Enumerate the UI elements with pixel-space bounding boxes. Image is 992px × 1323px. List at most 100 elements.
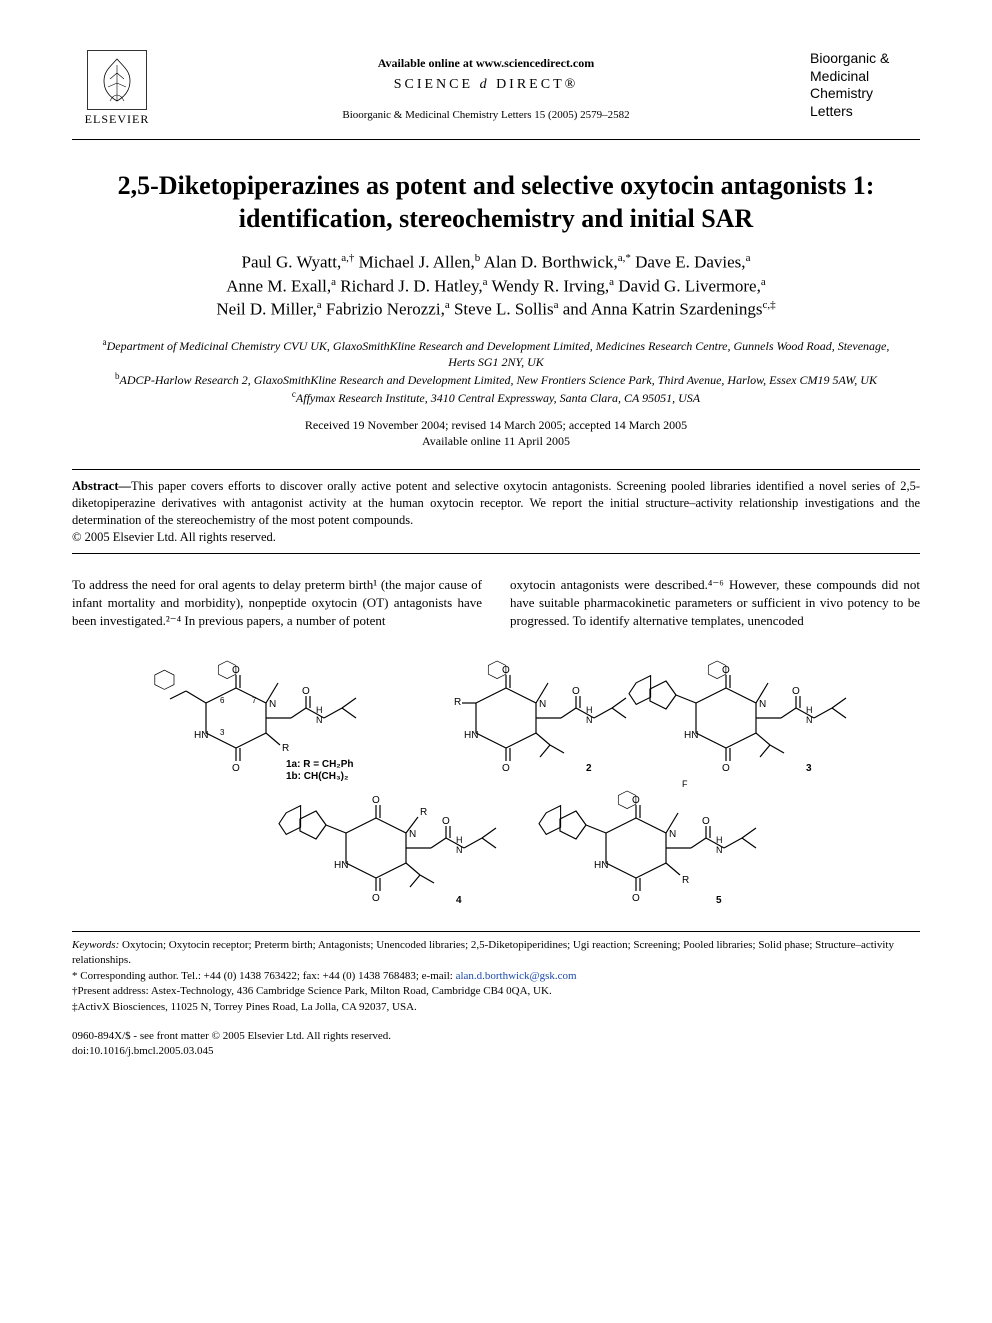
author-affil-sup: a <box>609 276 614 288</box>
svg-text:HN: HN <box>194 730 208 741</box>
author: and Anna Katrin Szardenings <box>563 300 763 319</box>
journal-line: Letters <box>810 103 920 121</box>
abstract-copyright: © 2005 Elsevier Ltd. All rights reserved… <box>72 530 276 544</box>
svg-text:O: O <box>792 686 800 697</box>
svg-text:N: N <box>586 715 593 725</box>
structure-2-label: 2 <box>586 763 592 774</box>
author: Alan D. Borthwick, <box>484 253 618 272</box>
author-affil-sup: a <box>761 276 766 288</box>
svg-text:O: O <box>372 795 380 806</box>
affiliation-a: aDepartment of Medicinal Chemistry CVU U… <box>92 336 900 370</box>
svg-text:N: N <box>539 699 546 710</box>
double-dagger-note: ‡ActivX Biosciences, 11025 N, Torrey Pin… <box>72 1000 920 1015</box>
author-affil-sup: a <box>331 276 336 288</box>
structure-1a-label: 1a: R = CH₂Ph <box>286 759 354 770</box>
svg-text:N: N <box>716 845 723 855</box>
author: Wendy R. Irving, <box>492 276 610 295</box>
structure-4-label: 4 <box>456 895 462 906</box>
author-affil-sup: a <box>317 299 322 311</box>
author-list: Paul G. Wyatt,a,† Michael J. Allen,b Ala… <box>90 251 902 322</box>
affiliation-text: Affymax Research Institute, 3410 Central… <box>296 391 700 405</box>
svg-text:6: 6 <box>220 696 225 705</box>
svg-text:HN: HN <box>684 730 698 741</box>
svg-text:R: R <box>282 743 289 754</box>
publisher-name: ELSEVIER <box>85 112 150 127</box>
author: David G. Livermore, <box>618 276 761 295</box>
doi-line: doi:10.1016/j.bmcl.2005.03.045 <box>72 1044 920 1059</box>
front-matter-line: 0960-894X/$ - see front matter © 2005 El… <box>72 1029 920 1044</box>
online-date: Available online 11 April 2005 <box>72 433 920 449</box>
svg-text:R: R <box>454 697 461 708</box>
journal-line: Chemistry <box>810 85 920 103</box>
svg-text:O: O <box>632 893 640 904</box>
corresponding-author-line: * Corresponding author. Tel.: +44 (0) 14… <box>72 969 920 984</box>
header: ELSEVIER Available online at www.science… <box>72 50 920 127</box>
sciencedirect-logo: SCIENCE d DIRECT® <box>162 77 810 93</box>
svg-text:O: O <box>572 686 580 697</box>
structure-5-label: 5 <box>716 895 722 906</box>
publisher-logo: ELSEVIER <box>72 50 162 127</box>
affiliation-text: Department of Medicinal Chemistry CVU UK… <box>107 339 890 369</box>
svg-text:3: 3 <box>220 728 225 737</box>
doi-block: 0960-894X/$ - see front matter © 2005 El… <box>72 1029 920 1059</box>
sd-word-1: SCIENCE <box>394 77 473 92</box>
svg-text:HN: HN <box>464 730 478 741</box>
author: Neil D. Miller, <box>216 300 316 319</box>
author-affil-sup: a <box>554 299 559 311</box>
dagger-note: †Present address: Astex-Technology, 436 … <box>72 984 920 999</box>
abstract-text: This paper covers efforts to discover or… <box>72 479 920 527</box>
svg-text:N: N <box>269 699 276 710</box>
author-affil-sup: a <box>445 299 450 311</box>
author: Steve L. Sollis <box>454 300 554 319</box>
available-online-text: Available online at www.sciencedirect.co… <box>162 56 810 71</box>
abstract-top-rule <box>72 469 920 470</box>
author-affil-sup: a <box>483 276 488 288</box>
svg-text:N: N <box>316 715 323 725</box>
svg-text:O: O <box>302 686 310 697</box>
svg-text:O: O <box>722 763 730 774</box>
keywords-line: Keywords: Oxytocin; Oxytocin receptor; P… <box>72 938 920 969</box>
elsevier-tree-icon <box>87 50 147 110</box>
corr-email-link[interactable]: alan.d.borthwick@gsk.com <box>456 970 577 982</box>
journal-title-block: Bioorganic & Medicinal Chemistry Letters <box>810 50 920 120</box>
svg-text:H: H <box>716 835 723 845</box>
author: Paul G. Wyatt, <box>242 253 342 272</box>
svg-text:R: R <box>420 807 427 818</box>
affiliations: aDepartment of Medicinal Chemistry CVU U… <box>92 336 900 407</box>
svg-text:N: N <box>759 699 766 710</box>
svg-text:O: O <box>372 893 380 904</box>
sd-word-2: DIRECT® <box>496 77 578 92</box>
author-affil-sup: c,‡ <box>762 299 775 311</box>
svg-text:H: H <box>586 705 593 715</box>
abstract-bottom-rule <box>72 553 920 554</box>
journal-line: Bioorganic & <box>810 50 920 68</box>
author: Michael J. Allen, <box>359 253 475 272</box>
abstract-label: Abstract— <box>72 479 131 493</box>
center-header: Available online at www.sciencedirect.co… <box>162 50 810 121</box>
author: Richard J. D. Hatley, <box>340 276 482 295</box>
chemical-structures-figure: O O HN N 6 7 3 O H <box>72 653 920 913</box>
corr-text: * Corresponding author. Tel.: +44 (0) 14… <box>72 970 456 982</box>
keywords-label: Keywords: <box>72 939 119 951</box>
svg-text:H: H <box>316 705 323 715</box>
svg-text:7: 7 <box>252 696 257 705</box>
affiliation-text: ADCP-Harlow Research 2, GlaxoSmithKline … <box>120 373 877 387</box>
author-affil-sup: a,† <box>341 252 354 264</box>
author-affil-sup: a,* <box>618 252 631 264</box>
svg-text:O: O <box>502 763 510 774</box>
body-col-left: To address the need for oral agents to d… <box>72 576 482 629</box>
article-dates: Received 19 November 2004; revised 14 Ma… <box>72 417 920 449</box>
author: Fabrizio Nerozzi, <box>326 300 445 319</box>
svg-text:N: N <box>456 845 463 855</box>
svg-text:N: N <box>669 829 676 840</box>
footnotes: Keywords: Oxytocin; Oxytocin receptor; P… <box>72 931 920 1015</box>
svg-text:N: N <box>409 829 416 840</box>
author: Anne M. Exall, <box>226 276 331 295</box>
journal-reference: Bioorganic & Medicinal Chemistry Letters… <box>162 109 810 121</box>
author: Dave E. Davies, <box>635 253 745 272</box>
svg-text:HN: HN <box>334 860 348 871</box>
affiliation-c: cAffymax Research Institute, 3410 Centra… <box>92 388 900 406</box>
sd-d-icon: d <box>480 77 490 93</box>
keywords-text: Oxytocin; Oxytocin receptor; Preterm bir… <box>72 939 894 966</box>
body-text: To address the need for oral agents to d… <box>72 576 920 629</box>
